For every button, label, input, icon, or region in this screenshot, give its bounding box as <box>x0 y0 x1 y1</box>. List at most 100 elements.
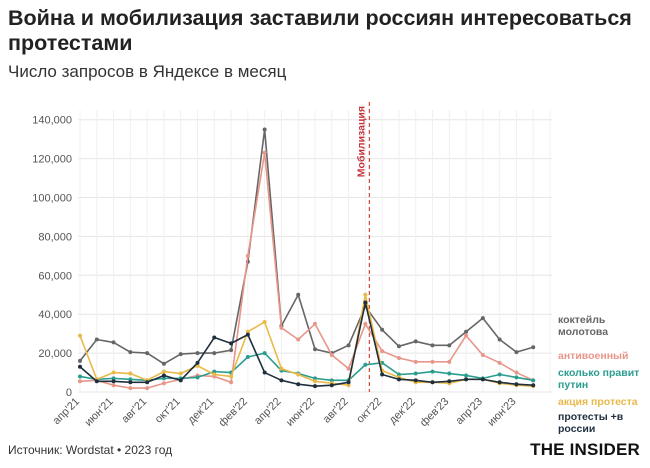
data-point <box>430 359 435 364</box>
data-point <box>212 372 217 377</box>
data-point <box>531 383 536 388</box>
data-point <box>363 292 368 297</box>
data-point <box>514 350 519 355</box>
series-label: сколько правит путин <box>558 367 639 391</box>
data-point <box>178 352 183 357</box>
data-point <box>363 321 368 326</box>
data-point <box>245 332 250 337</box>
data-point <box>413 339 418 344</box>
data-point <box>178 378 183 383</box>
data-point <box>111 379 116 384</box>
data-point <box>346 343 351 348</box>
data-point <box>229 348 234 353</box>
data-point <box>161 381 166 386</box>
data-point <box>514 375 519 380</box>
x-tick-label: авг'22 <box>321 396 351 426</box>
data-point <box>346 383 351 388</box>
series-label: протесты +в россии <box>558 411 624 435</box>
data-point <box>128 377 133 382</box>
data-point <box>111 383 116 388</box>
data-point <box>245 329 250 334</box>
data-point <box>78 358 82 363</box>
data-point <box>363 300 368 305</box>
data-point <box>145 351 150 356</box>
brand-logo: THE INSIDER <box>530 440 640 459</box>
data-point <box>161 361 166 366</box>
series-label: акция протеста <box>558 396 638 408</box>
data-point <box>363 362 368 367</box>
data-point <box>229 341 234 346</box>
data-point <box>396 372 401 377</box>
data-point <box>145 380 150 385</box>
data-point <box>128 371 133 376</box>
data-point <box>380 349 385 354</box>
series-line <box>79 293 534 387</box>
data-point <box>413 378 418 383</box>
data-point <box>480 377 485 382</box>
data-point <box>128 386 133 391</box>
data-point <box>396 344 401 349</box>
y-tick-label: 60,000 <box>38 270 72 282</box>
data-point <box>447 379 452 384</box>
data-point <box>464 329 469 334</box>
chart-title: Война и мобилизация заставили россиян ин… <box>8 6 632 55</box>
data-point <box>447 343 452 348</box>
data-point <box>447 359 452 364</box>
data-point <box>161 369 166 374</box>
x-tick-label: июн'23 <box>485 396 518 429</box>
data-point <box>464 377 469 382</box>
x-tick-label: июн'22 <box>284 396 317 429</box>
data-point <box>380 327 385 332</box>
y-tick-label: 100,000 <box>32 193 72 205</box>
data-point <box>262 150 267 155</box>
data-point <box>497 337 502 342</box>
data-point <box>313 384 317 389</box>
data-point <box>111 340 116 345</box>
series-label-line: антивоенный <box>558 350 628 362</box>
series-line <box>79 128 534 365</box>
data-point <box>195 375 200 380</box>
x-tick-label: дек'21 <box>186 396 217 427</box>
x-tick-label: авг'21 <box>119 396 149 426</box>
series-line <box>79 301 534 387</box>
data-point <box>195 360 200 365</box>
data-point <box>78 364 82 369</box>
data-point <box>296 292 301 297</box>
data-point <box>447 371 452 376</box>
chart-subtitle: Число запросов в Яндексе в месяц <box>8 62 287 81</box>
series-label-line: молотова <box>558 326 608 338</box>
data-point <box>531 378 536 383</box>
data-point <box>346 380 351 385</box>
data-point <box>279 378 284 383</box>
data-point <box>329 378 334 383</box>
data-point <box>313 321 317 326</box>
data-point <box>296 337 301 342</box>
data-point <box>94 379 99 384</box>
data-point <box>396 355 401 360</box>
x-tick-label: апр'21 <box>51 396 82 427</box>
data-point <box>212 351 217 356</box>
data-point <box>111 370 116 375</box>
data-point <box>396 377 401 382</box>
data-point <box>78 333 82 338</box>
data-point <box>161 373 166 378</box>
data-point <box>128 380 133 385</box>
data-point <box>430 380 435 385</box>
x-tick-label: апр'23 <box>453 396 484 427</box>
series-label: антивоенный <box>558 350 628 362</box>
series-line <box>79 151 534 389</box>
data-point <box>346 366 351 371</box>
x-tick-label: фев'23 <box>418 396 451 429</box>
series-label-line: акция протеста <box>558 396 638 408</box>
data-point <box>78 379 82 384</box>
data-point <box>514 370 519 375</box>
data-point <box>480 316 485 321</box>
y-tick-label: 140,000 <box>32 115 72 127</box>
data-point <box>128 350 133 355</box>
data-point <box>497 360 502 365</box>
data-point <box>480 353 485 358</box>
x-tick-label: фев'22 <box>216 396 249 429</box>
data-point <box>296 372 301 377</box>
data-point <box>313 379 317 384</box>
